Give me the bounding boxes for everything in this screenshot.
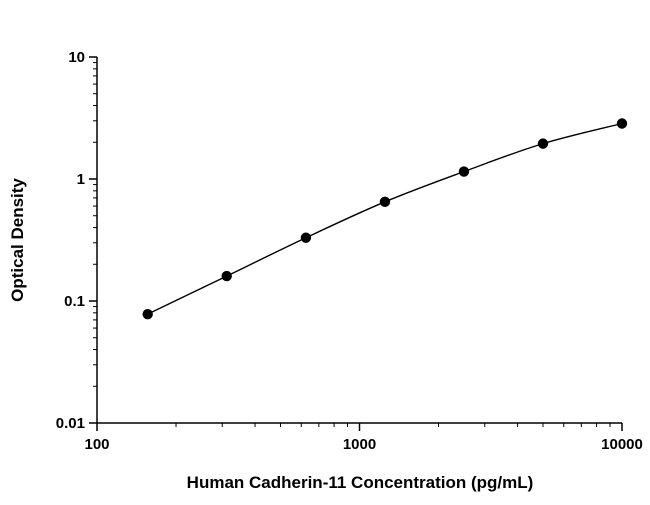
x-axis-label: Human Cadherin-11 Concentration (pg/mL) [186,473,534,492]
data-point-marker [300,232,312,243]
curve-line [147,122,623,315]
x-tick-label: 1000 [343,436,376,453]
data-point-marker [379,196,391,208]
data-point-marker [458,166,470,177]
data-point-marker [616,118,628,129]
x-tick-label: 10000 [601,436,643,453]
x-tick-label: 100 [84,436,109,453]
y-axis-label: Optical Density [8,178,27,302]
y-tick-label: 10 [68,49,85,66]
data-point-marker [537,138,549,149]
data-point-marker [221,270,232,282]
y-tick-label: 0.01 [56,415,85,432]
y-tick-label: 1 [77,171,85,188]
data-point-marker [142,308,153,320]
y-tick-label: 0.1 [64,293,85,310]
